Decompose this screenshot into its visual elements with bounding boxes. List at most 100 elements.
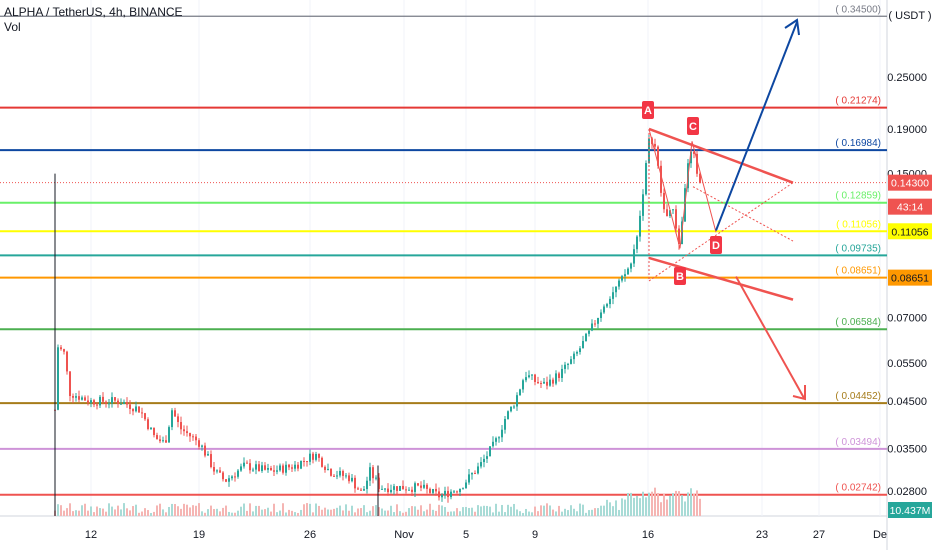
candle-body [666,209,668,217]
volume-bar [495,503,497,516]
level-label: ( 0.16984) [835,138,881,149]
volume-bar [114,509,116,516]
volume-bar [165,512,167,516]
volume-bar [414,506,416,516]
volume-bar [576,511,578,516]
volume-bar [150,512,152,516]
x-tick-label: 5 [463,529,469,541]
candle-body [165,440,167,443]
volume-bar [126,508,128,516]
price-tick-label: 0.03500 [887,444,927,456]
volume-bar [435,510,437,516]
volume-bar [285,512,287,516]
volume-bar [420,505,422,516]
volume-bar [630,492,632,516]
volume-bar [642,491,644,516]
volume-bar [462,507,464,516]
candle-body [486,456,488,459]
candle-body [201,445,203,447]
candle-body [318,454,320,458]
price-tick-label: 0.07000 [887,313,927,325]
candle-body [171,410,173,428]
candle-body [405,489,407,491]
candle-body [456,491,458,493]
volume-bar [615,500,617,516]
candle-body [426,484,428,489]
volume-bar [189,507,191,516]
volume-bar [357,508,359,516]
volume-bar [624,499,626,516]
bullish-projection-arrow [715,21,798,231]
volume-bar [537,511,539,516]
volume-bar [675,490,677,516]
candle-body [390,489,392,493]
candle-body [366,480,368,490]
volume-bar [696,490,698,516]
volume-bar [75,510,77,516]
candle-body [498,437,500,439]
candle-body [105,401,107,404]
volume-bar [261,509,263,516]
volume-bar [567,510,569,516]
candle-body [414,483,416,492]
candle-body [432,488,434,493]
volume-bar [438,504,440,516]
volume-bar [183,503,185,516]
level-label: ( 0.11056) [836,219,881,230]
candle-body [93,400,95,405]
candle-body [306,461,308,463]
volume-bar [63,510,65,516]
candle-body [492,441,494,447]
candle-body [582,341,584,349]
volume-bar [57,504,59,516]
candle-body [588,330,590,334]
candle-body [291,467,293,469]
candle-body [228,478,230,482]
volume-bar [147,510,149,516]
candle-body [435,488,437,492]
volume-bar [252,511,254,516]
volume-bar [174,504,176,516]
volume-bar [144,508,146,516]
candle-body [351,477,353,482]
candle-body [207,454,209,456]
volume-bar [474,511,476,516]
volume-bar [600,505,602,516]
volume-bar [585,512,587,516]
candle-body [693,151,695,154]
volume-bar [369,510,371,516]
x-tick-label: Nov [394,529,414,541]
volume-bar [618,509,620,516]
bearish-projection-arrow [735,276,805,399]
volume-bar [423,511,425,516]
volume-bar [246,510,248,516]
candle-body [519,389,521,396]
candle-body [60,347,62,350]
volume-bar [591,509,593,516]
x-tick-label: 26 [304,529,316,541]
volume-bar [573,508,575,516]
candle-body [267,468,269,470]
candle-body [75,396,77,398]
candle-body [90,400,92,403]
candle-body [141,412,143,414]
volume-bar [669,495,671,516]
candle-body [282,465,284,473]
volume-bar [249,503,251,516]
candle-body [513,406,515,408]
x-tick-label: De [873,529,887,541]
countdown-badge-bg [888,198,932,215]
candle-body [600,312,602,318]
volume-bar [489,506,491,516]
candle-body [72,395,74,398]
volume-bar [87,510,89,516]
candle-body [135,406,137,412]
volume-bar [267,507,269,516]
price-tick-label: 0.04500 [887,396,927,408]
last-price-badge-bg [888,174,932,191]
candle-body [102,396,104,402]
candle-body [645,163,647,195]
candle-body [591,323,593,331]
candle-body [699,173,701,183]
